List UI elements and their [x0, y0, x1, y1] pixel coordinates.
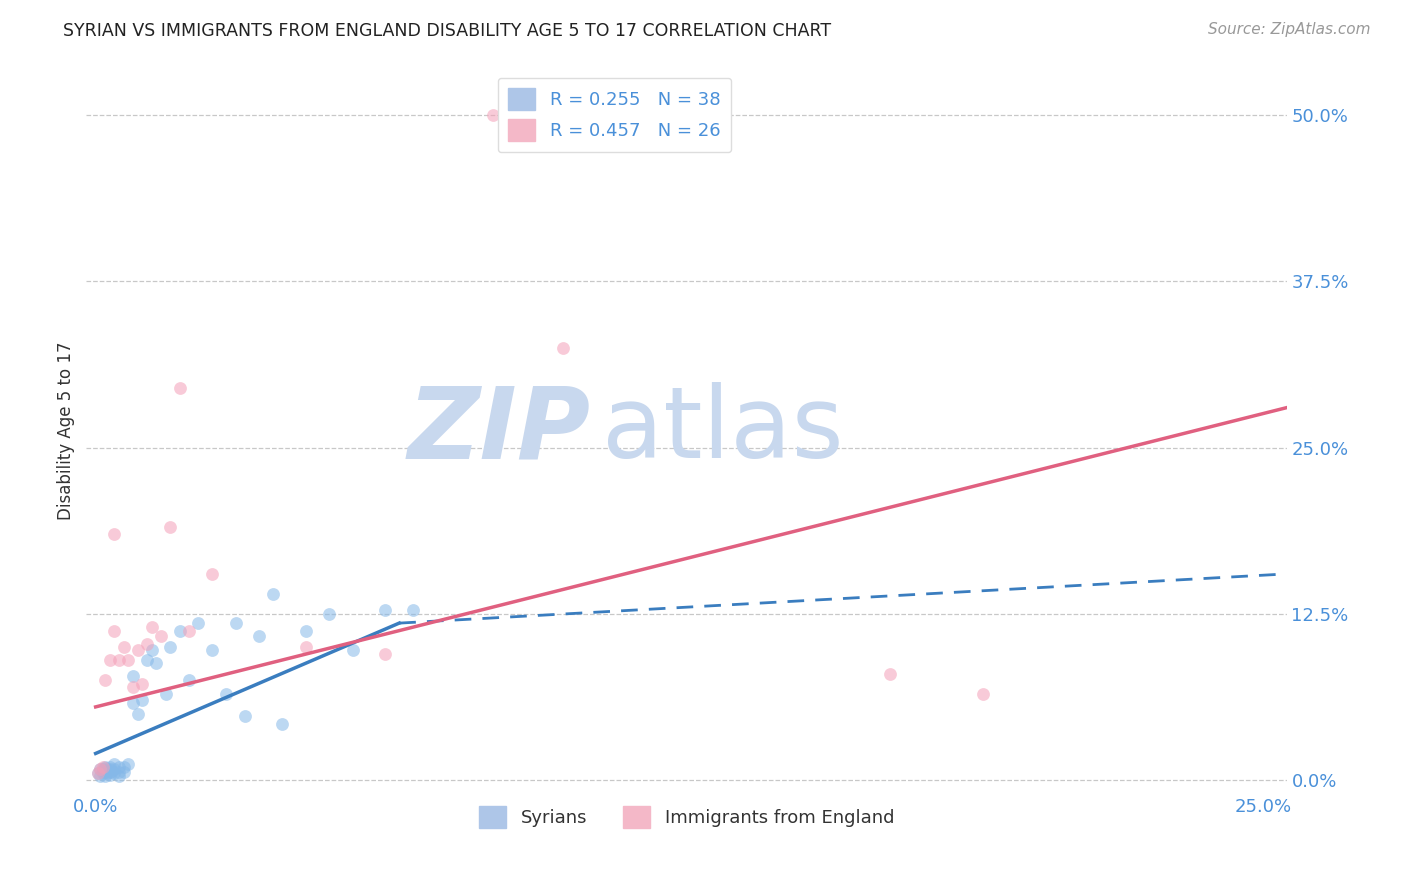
Point — [122, 680, 145, 694]
Point — [972, 687, 994, 701]
Point — [481, 108, 503, 122]
Point — [127, 706, 149, 721]
Point — [374, 647, 396, 661]
Point — [155, 687, 177, 701]
Point — [91, 766, 114, 780]
Point — [108, 760, 131, 774]
Point — [98, 763, 121, 777]
Point — [103, 624, 125, 639]
Point — [342, 642, 364, 657]
Text: atlas: atlas — [602, 383, 844, 479]
Point — [87, 766, 110, 780]
Point — [136, 637, 159, 651]
Point — [141, 620, 163, 634]
Point — [94, 761, 117, 775]
Point — [187, 616, 209, 631]
Point — [215, 687, 238, 701]
Point — [233, 709, 256, 723]
Point — [89, 763, 111, 777]
Point — [318, 607, 340, 621]
Point — [127, 642, 149, 657]
Point — [145, 656, 167, 670]
Point — [98, 653, 121, 667]
Point — [271, 717, 294, 731]
Point — [108, 653, 131, 667]
Point — [136, 653, 159, 667]
Point — [89, 763, 111, 777]
Point — [94, 760, 117, 774]
Point — [122, 696, 145, 710]
Point — [112, 760, 135, 774]
Point — [131, 693, 153, 707]
Point — [374, 603, 396, 617]
Point — [98, 768, 121, 782]
Point — [402, 603, 425, 617]
Point — [141, 642, 163, 657]
Point — [150, 629, 173, 643]
Point — [177, 624, 200, 639]
Point — [294, 640, 316, 654]
Point — [225, 616, 247, 631]
Point — [169, 624, 191, 639]
Point — [131, 677, 153, 691]
Point — [159, 520, 181, 534]
Point — [108, 769, 131, 783]
Point — [294, 624, 316, 639]
Point — [117, 653, 139, 667]
Point — [247, 629, 270, 643]
Point — [201, 566, 224, 581]
Legend: Syrians, Immigrants from England: Syrians, Immigrants from England — [471, 798, 901, 835]
Point — [96, 766, 118, 780]
Point — [551, 341, 574, 355]
Point — [103, 766, 125, 780]
Point — [103, 763, 125, 777]
Point — [103, 757, 125, 772]
Point — [98, 765, 121, 780]
Point — [159, 640, 181, 654]
Point — [122, 669, 145, 683]
Point — [94, 769, 117, 783]
Point — [169, 381, 191, 395]
Point — [98, 760, 121, 774]
Point — [89, 769, 111, 783]
Point — [177, 673, 200, 688]
Point — [879, 666, 901, 681]
Point — [112, 765, 135, 780]
Text: Source: ZipAtlas.com: Source: ZipAtlas.com — [1208, 22, 1371, 37]
Point — [91, 760, 114, 774]
Y-axis label: Disability Age 5 to 17: Disability Age 5 to 17 — [58, 342, 75, 520]
Point — [262, 587, 284, 601]
Point — [117, 757, 139, 772]
Text: ZIP: ZIP — [408, 383, 591, 479]
Point — [112, 640, 135, 654]
Point — [201, 642, 224, 657]
Point — [94, 765, 117, 780]
Text: SYRIAN VS IMMIGRANTS FROM ENGLAND DISABILITY AGE 5 TO 17 CORRELATION CHART: SYRIAN VS IMMIGRANTS FROM ENGLAND DISABI… — [63, 22, 831, 40]
Point — [101, 764, 124, 778]
Point — [103, 527, 125, 541]
Point — [87, 766, 110, 780]
Point — [91, 763, 114, 777]
Point — [94, 673, 117, 688]
Point — [108, 765, 131, 780]
